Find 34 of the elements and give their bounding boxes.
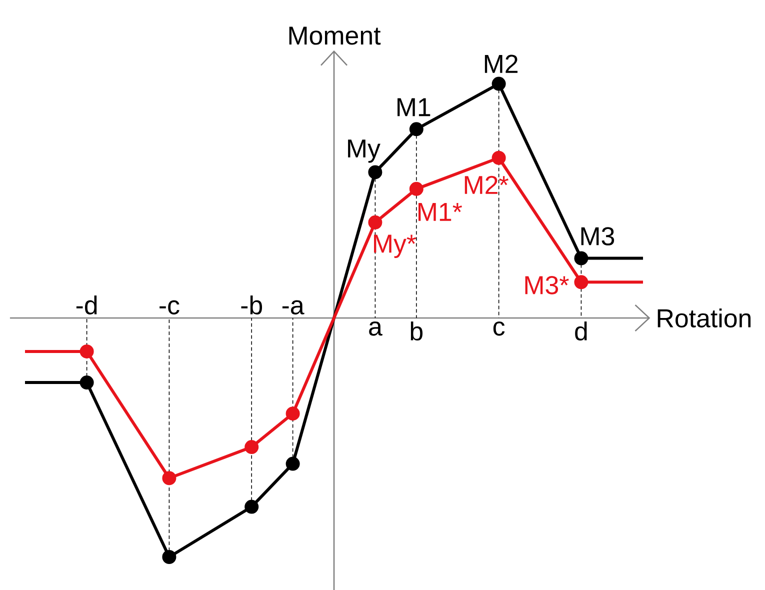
point: [162, 550, 176, 564]
annotation: M2: [484, 54, 518, 73]
point: [409, 182, 424, 196]
x-tick-label: b: [410, 322, 423, 341]
annotation: My*: [374, 234, 416, 258]
x-tick-label: -d: [76, 295, 97, 314]
y-axis-title: Moment: [289, 26, 381, 45]
point: [244, 500, 259, 514]
point: [574, 251, 588, 266]
point: [409, 122, 424, 136]
point: [162, 471, 176, 486]
point: [80, 376, 94, 390]
annotation: M2*: [464, 176, 508, 194]
point: [244, 440, 259, 454]
point: [286, 456, 300, 471]
annotation: M1: [398, 98, 430, 116]
point: [492, 150, 506, 165]
x-tick-label: d: [575, 322, 587, 341]
x-tick-label: -c: [160, 300, 180, 314]
annotation: M3*: [525, 276, 569, 294]
point: [286, 406, 300, 421]
annotation: My: [348, 140, 380, 163]
point: [574, 275, 588, 290]
annotation: M1*: [418, 203, 462, 221]
point: [492, 76, 506, 91]
x-tick-label: c: [493, 322, 505, 336]
x-tick-label: -a: [282, 300, 304, 314]
x-tick-label: a: [369, 322, 382, 336]
point: [80, 344, 94, 358]
x-tick-label: -b: [241, 295, 262, 314]
annotation: M3: [581, 227, 614, 246]
x-axis-title: Rotation: [658, 308, 751, 328]
point: [368, 215, 382, 230]
point: [368, 165, 382, 180]
